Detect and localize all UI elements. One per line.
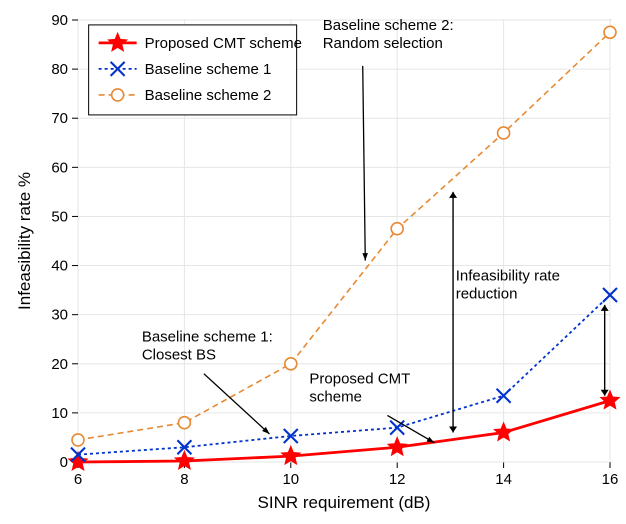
svg-text:50: 50 [51, 208, 68, 225]
svg-text:0: 0 [60, 454, 68, 471]
svg-text:40: 40 [51, 258, 68, 275]
svg-text:20: 20 [51, 356, 68, 373]
legend: Proposed CMT scheme Baseline scheme 1 Base… [89, 25, 302, 115]
svg-text:reduction: reduction [456, 285, 518, 302]
y-axis-label: Infeasibility rate % [15, 172, 34, 310]
legend-label-2: Baseline scheme 2 [145, 87, 272, 104]
svg-text:Infeasibility rate: Infeasibility rate [456, 267, 560, 284]
svg-text:Random selection: Random selection [323, 35, 443, 52]
svg-text:10: 10 [51, 405, 68, 422]
svg-text:90: 90 [51, 12, 68, 29]
svg-text:10: 10 [282, 471, 299, 488]
svg-text:12: 12 [389, 471, 406, 488]
svg-text:6: 6 [74, 471, 82, 488]
svg-text:14: 14 [495, 471, 512, 488]
svg-text:Proposed CMT: Proposed CMT [309, 370, 410, 387]
svg-text:60: 60 [51, 159, 68, 176]
svg-text:80: 80 [51, 61, 68, 78]
svg-text:Closest BS: Closest BS [142, 347, 216, 364]
chart-container: 6 8 10 12 14 16 0 10 20 30 40 50 60 70 80 90 SINR requir… [0, 0, 626, 524]
svg-text:30: 30 [51, 307, 68, 324]
legend-label-1: Baseline scheme 1 [145, 61, 272, 78]
legend-label-0: Proposed CMT scheme [145, 35, 302, 52]
x-axis-label: SINR requirement (dB) [258, 493, 431, 512]
svg-text:70: 70 [51, 110, 68, 127]
line-chart: 6 8 10 12 14 16 0 10 20 30 40 50 60 70 80 90 SINR requir… [0, 0, 626, 524]
svg-text:Baseline scheme 2:: Baseline scheme 2: [323, 17, 454, 34]
svg-text:8: 8 [180, 471, 188, 488]
svg-text:scheme: scheme [309, 388, 362, 405]
svg-text:16: 16 [602, 471, 619, 488]
svg-text:Baseline scheme 1:: Baseline scheme 1: [142, 329, 273, 346]
